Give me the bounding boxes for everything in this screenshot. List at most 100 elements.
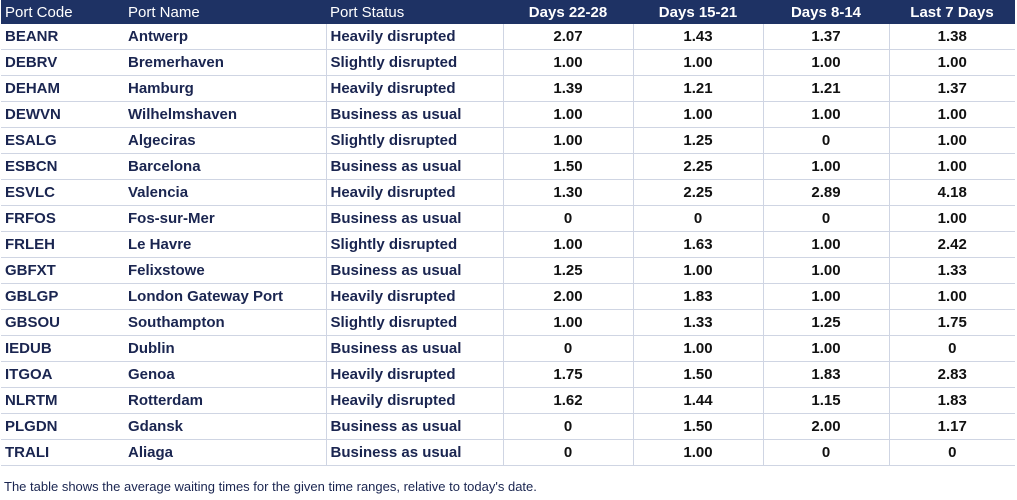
port-status-cell: Business as usual xyxy=(326,205,504,232)
port-status-cell: Business as usual xyxy=(326,335,504,362)
table-row: IEDUB Dublin Business as usual 0 1.00 1.00 0 xyxy=(1,335,1015,362)
port-code-cell: GBSOU xyxy=(1,309,124,336)
days-15-21-cell: 2.25 xyxy=(633,153,764,180)
port-name-cell: Southampton xyxy=(124,309,327,336)
table-row: NLRTM Rotterdam Heavily disrupted 1.62 1.44 1… xyxy=(1,387,1015,414)
last-7-days-cell: 4.18 xyxy=(889,179,1015,206)
column-header[interactable]: Days 22-28 xyxy=(503,0,633,24)
days-22-28-cell: 1.00 xyxy=(503,309,634,336)
port-name-cell: Dublin xyxy=(124,335,327,362)
days-8-14-cell: 1.00 xyxy=(763,231,890,258)
port-name-cell: Valencia xyxy=(124,179,327,206)
days-8-14-cell: 1.25 xyxy=(763,309,890,336)
last-7-days-cell: 1.38 xyxy=(889,24,1015,50)
port-code-cell: DEWVN xyxy=(1,101,124,128)
port-status-cell: Business as usual xyxy=(326,413,504,440)
column-header[interactable]: Days 15-21 xyxy=(633,0,763,24)
days-8-14-cell: 1.83 xyxy=(763,361,890,388)
last-7-days-cell: 1.00 xyxy=(889,49,1015,76)
port-name-cell: Barcelona xyxy=(124,153,327,180)
port-code-cell: NLRTM xyxy=(1,387,124,414)
days-8-14-cell: 1.00 xyxy=(763,49,890,76)
port-status-cell: Slightly disrupted xyxy=(326,309,504,336)
last-7-days-cell: 1.00 xyxy=(889,205,1015,232)
days-8-14-cell: 2.00 xyxy=(763,413,890,440)
port-name-cell: Felixstowe xyxy=(124,257,327,284)
days-15-21-cell: 2.25 xyxy=(633,179,764,206)
port-code-cell: GBLGP xyxy=(1,283,124,310)
port-status-cell: Slightly disrupted xyxy=(326,127,504,154)
days-15-21-cell: 1.00 xyxy=(633,335,764,362)
table-row: FRLEH Le Havre Slightly disrupted 1.00 1.63 1… xyxy=(1,231,1015,258)
days-22-28-cell: 1.00 xyxy=(503,231,634,258)
days-22-28-cell: 0 xyxy=(503,413,634,440)
port-code-cell: ESALG xyxy=(1,127,124,154)
port-status-cell: Heavily disrupted xyxy=(326,387,504,414)
port-status-cell: Heavily disrupted xyxy=(326,361,504,388)
last-7-days-cell: 2.83 xyxy=(889,361,1015,388)
port-waiting-table-container: Port Code Port Name Port Status Days 22-… xyxy=(1,0,1015,466)
port-name-cell: Gdansk xyxy=(124,413,327,440)
port-code-cell: GBFXT xyxy=(1,257,124,284)
last-7-days-cell: 1.00 xyxy=(889,101,1015,128)
days-22-28-cell: 0 xyxy=(503,335,634,362)
port-code-cell: ESBCN xyxy=(1,153,124,180)
column-header[interactable]: Port Name xyxy=(124,0,326,24)
days-15-21-cell: 0 xyxy=(633,205,764,232)
column-header[interactable]: Port Status xyxy=(326,0,503,24)
last-7-days-cell: 1.00 xyxy=(889,153,1015,180)
port-code-cell: PLGDN xyxy=(1,413,124,440)
port-code-cell: IEDUB xyxy=(1,335,124,362)
table-row: ITGOA Genoa Heavily disrupted 1.75 1.50 1.83 2… xyxy=(1,361,1015,388)
last-7-days-cell: 2.42 xyxy=(889,231,1015,258)
port-status-cell: Heavily disrupted xyxy=(326,179,504,206)
column-header[interactable]: Last 7 Days xyxy=(889,0,1015,24)
port-name-cell: Wilhelmshaven xyxy=(124,101,327,128)
table-row: PLGDN Gdansk Business as usual 0 1.50 2.00 1.1… xyxy=(1,413,1015,440)
column-header[interactable]: Days 8-14 xyxy=(763,0,889,24)
port-name-cell: Hamburg xyxy=(124,75,327,102)
last-7-days-cell: 0 xyxy=(889,335,1015,362)
days-15-21-cell: 1.00 xyxy=(633,49,764,76)
days-15-21-cell: 1.50 xyxy=(633,361,764,388)
port-status-cell: Business as usual xyxy=(326,101,504,128)
last-7-days-cell: 1.83 xyxy=(889,387,1015,414)
days-22-28-cell: 1.00 xyxy=(503,127,634,154)
table-row: DEHAM Hamburg Heavily disrupted 1.39 1.21 1.2… xyxy=(1,75,1015,102)
table-footnote: The table shows the average waiting time… xyxy=(4,479,537,494)
days-8-14-cell: 1.00 xyxy=(763,283,890,310)
days-22-28-cell: 1.25 xyxy=(503,257,634,284)
table-row: TRALI Aliaga Business as usual 0 1.00 0 0 xyxy=(1,439,1015,466)
header-row: Port Code Port Name Port Status Days 22-… xyxy=(1,0,1015,24)
days-8-14-cell: 1.00 xyxy=(763,335,890,362)
port-code-cell: BEANR xyxy=(1,24,124,50)
port-name-cell: Rotterdam xyxy=(124,387,327,414)
table-row: DEWVN Wilhelmshaven Business as usual 1.00 1… xyxy=(1,101,1015,128)
days-22-28-cell: 1.30 xyxy=(503,179,634,206)
port-name-cell: Algeciras xyxy=(124,127,327,154)
port-code-cell: ESVLC xyxy=(1,179,124,206)
days-22-28-cell: 2.07 xyxy=(503,24,634,50)
column-header[interactable]: Port Code xyxy=(1,0,124,24)
days-22-28-cell: 0 xyxy=(503,439,634,466)
days-8-14-cell: 1.37 xyxy=(763,24,890,50)
days-15-21-cell: 1.44 xyxy=(633,387,764,414)
days-15-21-cell: 1.00 xyxy=(633,101,764,128)
port-code-cell: DEBRV xyxy=(1,49,124,76)
days-15-21-cell: 1.21 xyxy=(633,75,764,102)
port-status-cell: Business as usual xyxy=(326,439,504,466)
table-row: GBSOU Southampton Slightly disrupted 1.00 1.… xyxy=(1,309,1015,336)
table-row: GBFXT Felixstowe Business as usual 1.25 1.00… xyxy=(1,257,1015,284)
port-code-cell: FRLEH xyxy=(1,231,124,258)
days-22-28-cell: 1.39 xyxy=(503,75,634,102)
days-8-14-cell: 0 xyxy=(763,439,890,466)
days-15-21-cell: 1.83 xyxy=(633,283,764,310)
days-22-28-cell: 1.00 xyxy=(503,49,634,76)
port-status-cell: Business as usual xyxy=(326,153,504,180)
last-7-days-cell: 1.00 xyxy=(889,283,1015,310)
days-15-21-cell: 1.25 xyxy=(633,127,764,154)
days-8-14-cell: 1.15 xyxy=(763,387,890,414)
port-name-cell: Fos-sur-Mer xyxy=(124,205,327,232)
port-code-cell: ITGOA xyxy=(1,361,124,388)
table-row: DEBRV Bremerhaven Slightly disrupted 1.00 1.… xyxy=(1,49,1015,76)
